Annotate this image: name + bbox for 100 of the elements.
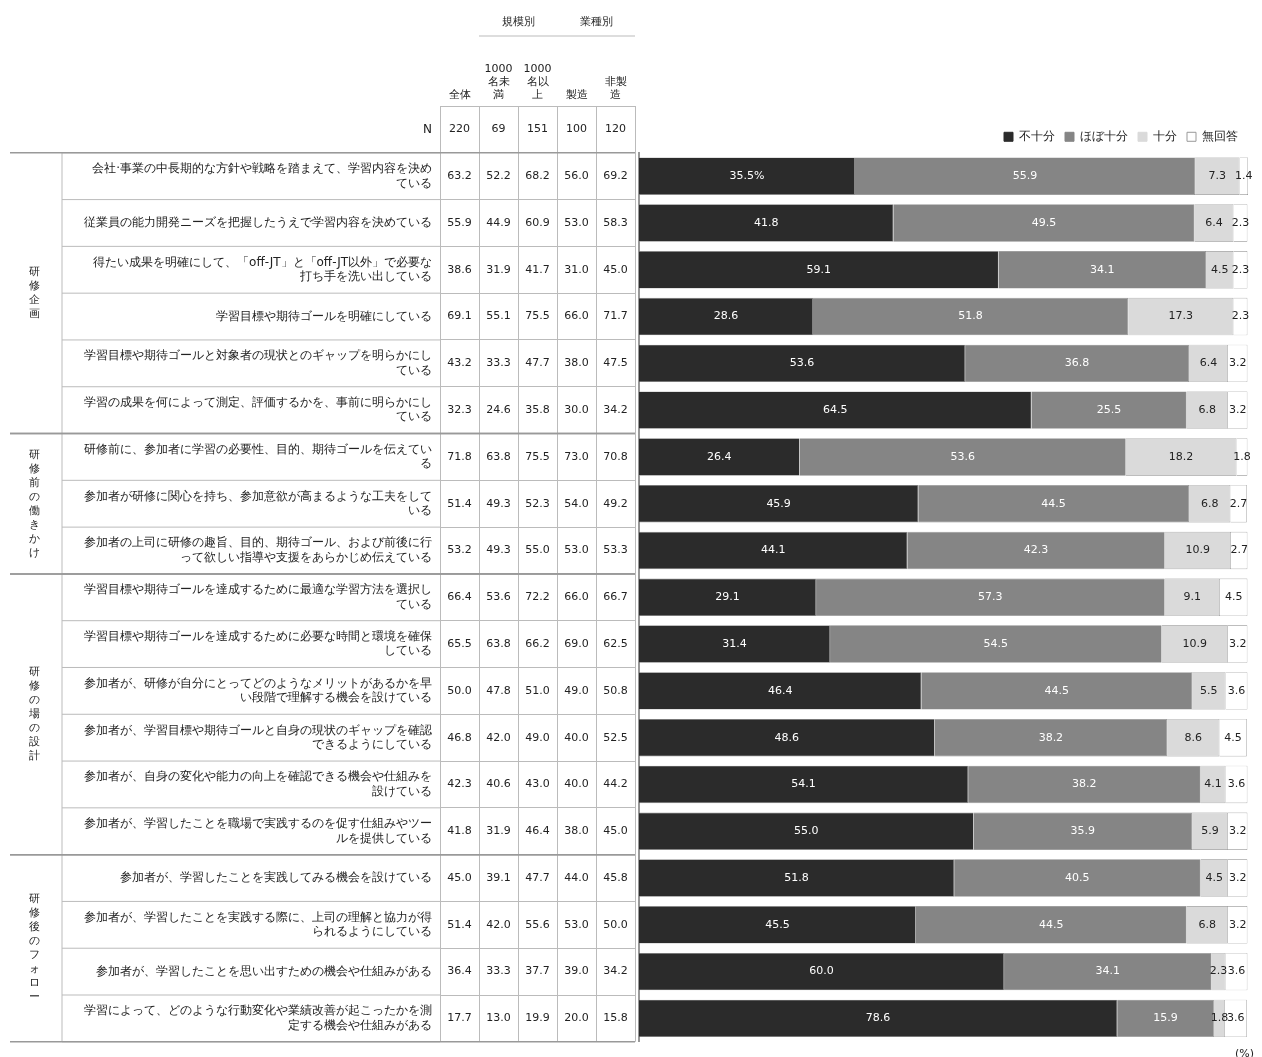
data-label: 2.3 <box>1231 215 1250 229</box>
data-label: 3.6 <box>1227 1011 1245 1025</box>
data-label: 44.5 <box>1038 917 1064 931</box>
legend-label: 不十分 <box>1019 128 1055 143</box>
data-label: 42.0 <box>486 730 511 744</box>
text: 研修企画 <box>28 265 40 321</box>
data-label: 47.5 <box>603 356 628 370</box>
data-label: 49.0 <box>564 683 589 697</box>
data-label: 43.0 <box>525 777 550 791</box>
text: 研修前の働きかけ <box>28 447 40 559</box>
x-tick-label: 1000名以上 <box>523 61 552 102</box>
data-label: 35.5% <box>729 169 765 183</box>
data-label: 42.3 <box>447 777 472 791</box>
data-label: 51.0 <box>525 683 550 697</box>
data-label: 40.0 <box>564 777 589 791</box>
data-label: 3.6 <box>1227 683 1246 697</box>
data-label: 44.2 <box>603 777 628 791</box>
data-label: 55.6 <box>525 917 550 931</box>
data-label: 50.0 <box>603 917 628 931</box>
data-label: 43.2 <box>447 356 472 370</box>
data-label: 56.0 <box>564 169 589 183</box>
data-label: 71.7 <box>603 309 628 323</box>
data-label: 53.6 <box>486 590 511 604</box>
data-label: 5.5 <box>1200 683 1218 697</box>
data-label: 73.0 <box>564 449 589 463</box>
data-label: 69 <box>491 122 506 136</box>
data-label: 55.9 <box>1012 169 1038 183</box>
data-label: 1.4 <box>1234 169 1253 183</box>
data-label: 31.4 <box>722 636 747 650</box>
data-label: 47.7 <box>525 356 550 370</box>
data-label: 55.9 <box>447 215 472 229</box>
data-label: 2.3 <box>1231 262 1250 276</box>
data-label: 38.6 <box>447 262 472 276</box>
x-tick-label: 1000名未満 <box>484 61 513 102</box>
data-label: 220 <box>449 122 470 136</box>
data-label: 30.0 <box>564 402 589 416</box>
data-label: 26.4 <box>707 449 732 463</box>
data-label: 45.5 <box>765 917 790 931</box>
data-label: 2.7 <box>1229 496 1248 510</box>
data-label: 52.5 <box>603 730 628 744</box>
data-label: 52.2 <box>486 169 511 183</box>
data-label: 70.8 <box>603 449 628 463</box>
data-label: 57.3 <box>978 590 1003 604</box>
data-label: 75.5 <box>525 449 550 463</box>
y-tick-label: 学習の成果を何によって測定、評価するかを、事前に明らかにしている <box>84 395 432 424</box>
y-tick-label: 研修前に、参加者に学習の必要性、目的、期待ゴールを伝えている <box>84 441 432 471</box>
data-label: 4.5 <box>1210 262 1229 276</box>
data-label: 55.0 <box>525 543 550 557</box>
data-label: 36.8 <box>1064 356 1090 370</box>
data-label: 28.6 <box>713 309 739 323</box>
y-tick-label: 得たい成果を明確にして、「off-JT」と「off-JT以外」で必要な打ち手を洗い出している <box>93 254 432 284</box>
y-tick-label: 参加者の上司に研修の趣旨、目的、期待ゴール、および前後に行って欲しい指導や支援をあらかじめ伝えている <box>84 535 432 564</box>
data-label: 46.8 <box>447 730 472 744</box>
legend-label: 十分 <box>1153 128 1177 143</box>
data-label: 69.0 <box>564 636 589 650</box>
data-label: 50.0 <box>447 683 472 697</box>
x-tick-label: 製造 <box>565 88 588 102</box>
data-label: 4.5 <box>1224 730 1242 744</box>
data-label: 1.8 <box>1233 449 1251 463</box>
data-label: 40.6 <box>486 777 511 791</box>
data-label: 35.9 <box>1070 824 1096 838</box>
data-label: 2.7 <box>1230 543 1248 557</box>
y-tick-label: 学習目標や期待ゴールを明確にしている <box>216 308 432 323</box>
data-label: 6.8 <box>1200 496 1219 510</box>
data-label: 2.3 <box>1231 309 1250 323</box>
data-label: 39.0 <box>564 964 589 978</box>
x-tick-label: 全体 <box>448 88 471 102</box>
data-label: 3.6 <box>1227 964 1246 978</box>
data-label: 39.1 <box>486 870 511 884</box>
y-tick-label: 参加者が研修に関心を持ち、参加意欲が高まるような工夫をしている <box>84 488 432 518</box>
data-label: 45.0 <box>603 824 628 838</box>
data-label: 6.8 <box>1198 402 1216 416</box>
data-label: 65.5 <box>447 636 472 650</box>
data-label: 66.7 <box>603 590 628 604</box>
data-label: 42.3 <box>1023 543 1049 557</box>
y-tick-label: 学習目標や期待ゴールを達成するために最適な学習方法を選択している <box>84 582 432 611</box>
data-label: 34.2 <box>603 964 628 978</box>
y-tick-label: 参加者が、学習したことを思い出すための機会や仕組みがある <box>96 963 432 978</box>
data-label: 100 <box>566 122 587 136</box>
data-label: 40.5 <box>1065 870 1090 884</box>
data-label: 4.5 <box>1205 870 1223 884</box>
data-label: 44.9 <box>486 215 511 229</box>
data-label: 50.8 <box>603 683 628 697</box>
data-label: 8.6 <box>1184 730 1202 744</box>
data-label: 48.6 <box>774 730 800 744</box>
data-label: 34.1 <box>1095 964 1121 978</box>
text: 研修後のフォロー <box>28 892 40 1004</box>
data-label: 53.6 <box>789 356 815 370</box>
data-label: 3.2 <box>1228 824 1247 838</box>
data-label: 54.5 <box>983 636 1009 650</box>
data-label: 71.8 <box>447 449 472 463</box>
data-label: 34.1 <box>1090 262 1115 276</box>
y-tick-label: 参加者が、学習したことを職場で実践するのを促す仕組みやツールを提供している <box>84 816 432 845</box>
data-label: 53.0 <box>564 543 589 557</box>
data-label: 4.1 <box>1204 777 1222 791</box>
data-label: 19.9 <box>525 1011 550 1025</box>
data-label: 63.8 <box>486 636 511 650</box>
y-tick-label: 従業員の能力開発ニーズを把握したうえで学習内容を決めている <box>84 215 432 230</box>
data-label: 49.2 <box>603 496 628 510</box>
data-label: 2.3 <box>1209 964 1228 978</box>
